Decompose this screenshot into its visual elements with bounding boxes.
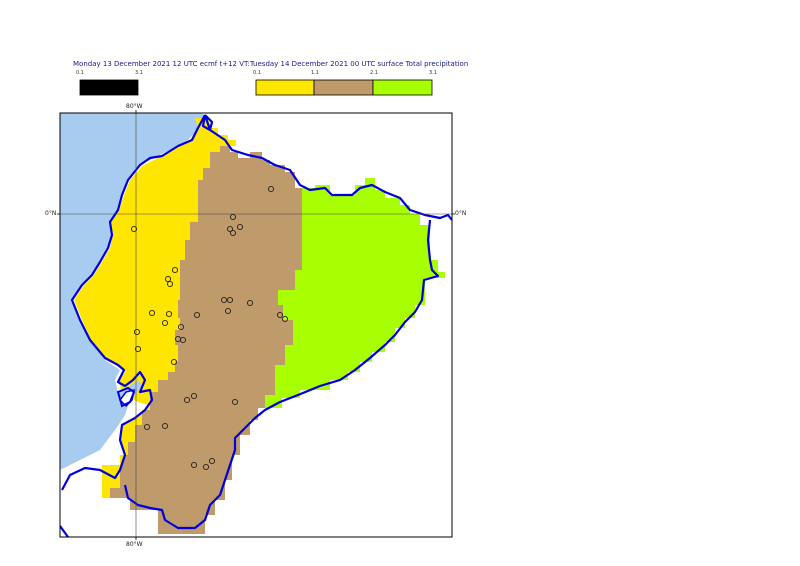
station-marker (164, 275, 172, 283)
station-marker (246, 299, 254, 307)
station-marker (190, 461, 198, 469)
station-marker (166, 280, 174, 288)
station-marker (148, 309, 156, 317)
legend-left-label-max: 3.1 (135, 70, 143, 76)
station-marker (267, 185, 275, 193)
station-marker (231, 398, 239, 406)
lat-label-right: 0°N (455, 210, 467, 217)
station-marker (236, 223, 244, 231)
station-marker (170, 358, 178, 366)
station-marker (202, 463, 210, 471)
legend-right-label-3: 3.1 (429, 70, 437, 76)
station-marker (171, 266, 179, 274)
station-marker (208, 457, 216, 465)
precip-green (265, 178, 445, 408)
station-marker (183, 396, 191, 404)
station-marker (179, 336, 187, 344)
station-marker (226, 296, 234, 304)
precip-yellow (74, 118, 236, 498)
station-marker (281, 315, 289, 323)
station-marker (161, 422, 169, 430)
legend-box-yellow (255, 79, 315, 96)
station-marker (224, 307, 232, 315)
station-marker (220, 296, 228, 304)
station-marker (134, 345, 142, 353)
station-marker (226, 225, 234, 233)
legend-box-green (372, 79, 433, 96)
station-marker (130, 225, 138, 233)
precip-brown (102, 146, 302, 534)
station-marker (143, 423, 151, 431)
station-marker (276, 311, 284, 319)
station-marker (229, 229, 237, 237)
legend-right-label-1: 1.1 (311, 70, 319, 76)
map-frame (59, 112, 453, 538)
island-outline (116, 386, 136, 408)
legend-box-brown (313, 79, 374, 96)
station-marker (165, 310, 173, 318)
map-title: Monday 13 December 2021 12 UTC ecmf t+12… (73, 60, 469, 68)
station-marker (161, 319, 169, 327)
legend-left-label-min: 0.1 (76, 70, 84, 76)
lon-label-top: 80°W (126, 103, 143, 110)
lat-label-left: 0°N (45, 210, 57, 217)
border-line (60, 114, 452, 537)
stations (130, 185, 289, 471)
station-marker (193, 311, 201, 319)
station-marker (229, 213, 237, 221)
station-marker (133, 328, 141, 336)
legend-left-box (79, 79, 139, 96)
station-marker (177, 323, 185, 331)
legend-right-label-2: 2.1 (370, 70, 378, 76)
station-marker (190, 392, 198, 400)
legend-right-label-0: 0.1 (253, 70, 261, 76)
lon-label-bottom: 80°W (126, 541, 143, 548)
